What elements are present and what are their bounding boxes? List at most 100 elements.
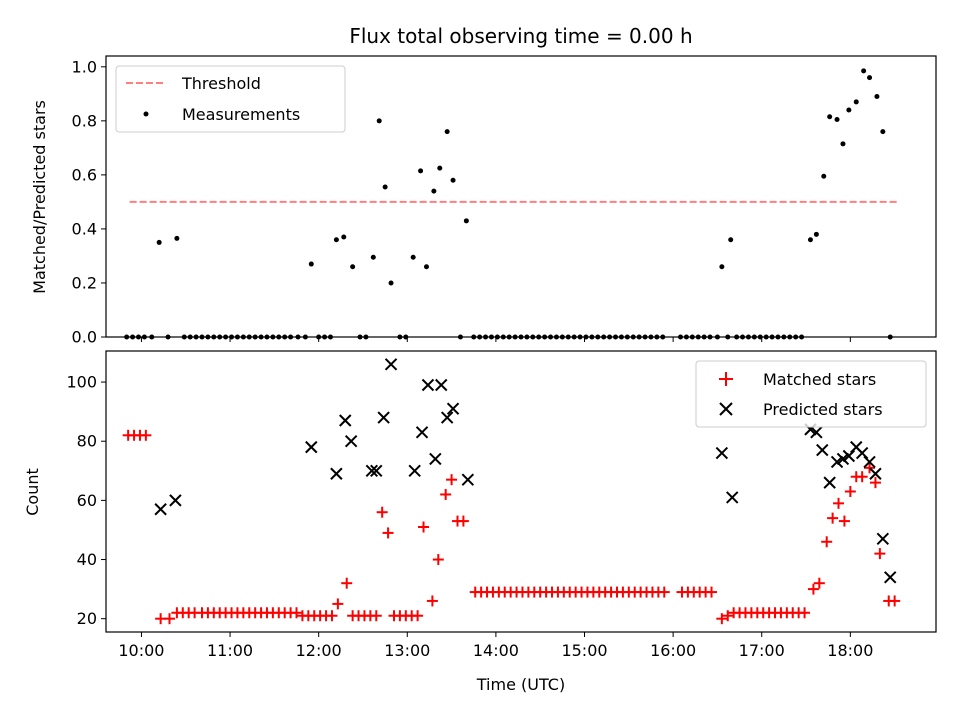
measurement-point (341, 234, 347, 240)
matched-point (412, 610, 424, 622)
predicted-point (836, 452, 850, 466)
top-legend-box (115, 65, 346, 133)
bottom-y-tick-label: 80 (77, 432, 97, 451)
matched-point (813, 577, 825, 589)
measurement-point (350, 264, 356, 270)
predicted-point (830, 455, 844, 469)
predicted-legend-label: Predicted stars (763, 400, 883, 419)
matched-point (376, 506, 388, 518)
matched-point (869, 477, 881, 489)
matched-legend-label: Matched stars (763, 370, 876, 389)
predicted-point (344, 435, 358, 448)
matched-point (658, 586, 670, 598)
bottom-plot-area (122, 358, 901, 625)
matched-point (326, 610, 338, 622)
matched-point (382, 527, 394, 539)
predicted-point (339, 414, 352, 427)
predicted-point (461, 473, 475, 486)
x-tick-label: 13:00 (384, 641, 430, 660)
predicted-point (305, 440, 318, 454)
measurement-point (840, 141, 846, 147)
measurement-point (853, 99, 859, 105)
matched-point (440, 488, 452, 500)
bottom-y-tick-label: 20 (77, 609, 97, 628)
x-tick-label: 16:00 (650, 641, 696, 660)
measurement-point (418, 168, 424, 174)
chart-title: Flux total observing time = 0.00 h (349, 24, 692, 48)
matched-point (716, 613, 728, 625)
bottom-x-ticks: 10:00 11:00 12:00 13:00 14:00 15:00 16:00 17:00… (118, 632, 873, 660)
top-y-tick-label: 0.4 (72, 219, 97, 238)
matched-point (140, 429, 152, 441)
bottom-legend: Matched stars Predicted stars (695, 360, 927, 428)
predicted-point (855, 446, 869, 460)
predicted-point (169, 494, 182, 507)
measurement-point (431, 188, 437, 194)
x-tick-label: 14:00 (473, 641, 519, 660)
predicted-point (446, 402, 460, 415)
measurement-point (423, 264, 429, 270)
top-y-tick-label: 0.6 (72, 165, 97, 184)
measurement-point (156, 239, 162, 245)
matched-point (432, 554, 444, 566)
predicted-point (384, 358, 398, 371)
bottom-legend-box (695, 360, 927, 428)
measurement-point (846, 107, 852, 113)
bottom-y-ticks: 20 40 60 80 100 (66, 373, 106, 628)
matched-point (821, 536, 833, 548)
matched-point (874, 548, 886, 560)
predicted-point (725, 491, 739, 504)
predicted-point (816, 443, 829, 457)
matched-point (370, 610, 382, 622)
predicted-point (715, 446, 729, 460)
x-tick-label: 12:00 (296, 641, 342, 660)
measurement-point (463, 218, 469, 224)
measurement-point (450, 177, 456, 183)
measurements-series (124, 68, 893, 340)
matched-point (833, 497, 845, 509)
bottom-y-tick-label: 100 (66, 373, 97, 392)
predicted-point (421, 378, 435, 392)
matched-point (856, 471, 868, 483)
top-panel: 0.0 0.2 0.4 0.6 0.8 1.0 Matched/Predicted sta… (30, 55, 937, 347)
top-y-ticks: 0.0 0.2 0.4 0.6 0.8 1.0 (72, 57, 106, 347)
x-tick-label: 18:00 (827, 641, 873, 660)
matched-point (889, 595, 901, 607)
measurement-point (388, 280, 394, 286)
measurement-point (880, 129, 886, 135)
measurement-point (827, 114, 833, 120)
measurement-point (410, 254, 416, 260)
matched-point (341, 577, 353, 589)
bottom-axes-frame (105, 350, 937, 633)
matched-point (799, 607, 811, 619)
matched-point (291, 607, 303, 619)
matched-point (457, 515, 469, 527)
predicted-point (810, 426, 823, 439)
measurement-point (333, 237, 339, 243)
matched-point (722, 610, 734, 622)
matched-legend-swatch (719, 372, 733, 386)
top-axes-frame (105, 55, 937, 338)
predicted-point (435, 378, 448, 392)
matched-point (332, 598, 344, 610)
measurement-point (437, 165, 443, 171)
top-y-axis-label: Matched/Predicted stars (30, 100, 49, 294)
predicted-point (884, 571, 897, 584)
matched-point (706, 586, 718, 598)
predicted-point (842, 449, 856, 463)
matched-stars-series (122, 429, 901, 625)
predicted-point (823, 476, 836, 489)
predicted-point (869, 467, 882, 480)
measurement-point (444, 129, 450, 135)
top-y-tick-label: 0.8 (72, 111, 97, 130)
threshold-legend-label: Threshold (181, 74, 261, 93)
predicted-point (863, 455, 876, 469)
bottom-y-tick-label: 40 (77, 550, 97, 569)
bottom-panel: 20 40 60 80 100 10:00 11:00 12:00 13:00 14:00 15:… (23, 350, 937, 694)
measurement-point (719, 264, 725, 270)
matched-point (164, 613, 176, 625)
matched-point (807, 583, 819, 595)
predicted-point (415, 426, 429, 439)
predicted-point (365, 464, 379, 478)
top-legend: Threshold Measurements (115, 65, 346, 133)
